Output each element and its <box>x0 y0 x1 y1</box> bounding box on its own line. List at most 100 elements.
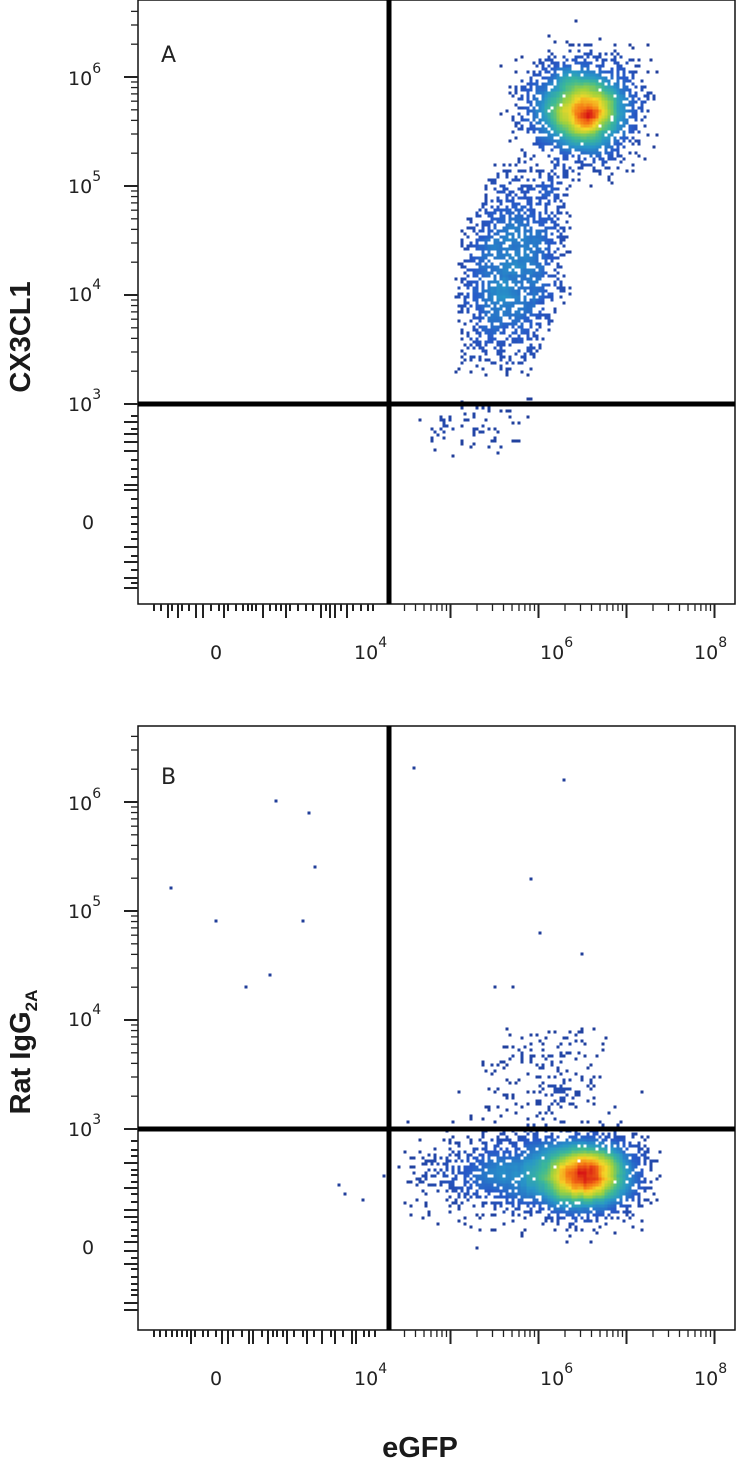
event-dot <box>604 139 608 143</box>
event-dot <box>637 1171 641 1175</box>
event-dot <box>547 193 551 197</box>
event-dot <box>592 142 596 146</box>
event-dot <box>538 142 542 146</box>
event-dot <box>547 1030 551 1034</box>
event-dot <box>499 331 503 335</box>
event-dot <box>526 184 530 188</box>
y-tick-label-exponent: 3 <box>92 1112 101 1128</box>
event-dot <box>466 274 470 278</box>
event-dot <box>616 1186 620 1190</box>
event-dot <box>550 1135 554 1139</box>
event-dot <box>478 268 482 272</box>
event-dot <box>424 1201 428 1205</box>
event-dot <box>568 97 572 101</box>
event-dot <box>550 1192 554 1196</box>
event-dot <box>457 1156 461 1160</box>
event-dot <box>511 1186 515 1190</box>
event-dot <box>469 1186 473 1190</box>
event-dot <box>613 115 617 119</box>
event-dot <box>517 1207 521 1211</box>
event-dot <box>574 19 578 23</box>
event-dot <box>556 1219 560 1223</box>
event-dot <box>550 121 554 125</box>
event-dot <box>604 1180 608 1184</box>
event-dot <box>517 1171 521 1175</box>
event-dot <box>610 1147 614 1151</box>
event-dot <box>457 1165 461 1169</box>
event-dot <box>520 1177 524 1181</box>
event-dot <box>538 232 542 236</box>
event-dot <box>544 196 548 200</box>
event-dot <box>505 265 509 269</box>
event-dot <box>571 58 575 62</box>
event-dot <box>535 289 539 293</box>
event-dot <box>529 1042 533 1046</box>
event-dot <box>493 1207 497 1211</box>
event-dot <box>541 1063 545 1067</box>
event-dot <box>568 127 572 131</box>
event-dot <box>571 91 575 95</box>
event-dot <box>553 283 557 287</box>
event-dot <box>550 217 554 221</box>
event-dot <box>505 211 509 215</box>
event-dot <box>505 247 509 251</box>
event-dot <box>508 1150 512 1154</box>
event-dot <box>544 112 548 116</box>
event-dot <box>523 304 527 308</box>
event-dot <box>565 1144 569 1148</box>
event-dot <box>628 1210 632 1214</box>
event-dot <box>541 1192 545 1196</box>
event-dot <box>553 1201 557 1205</box>
event-dot <box>544 208 548 212</box>
event-dot <box>544 1111 548 1115</box>
event-dot <box>559 127 563 131</box>
event-dot <box>655 133 659 137</box>
event-dot <box>412 766 416 770</box>
event-dot <box>553 1144 557 1148</box>
event-dot <box>634 127 638 131</box>
event-dot <box>463 247 467 251</box>
event-dot <box>535 259 539 263</box>
event-dot <box>505 289 509 293</box>
event-dot <box>487 1183 491 1187</box>
event-dot <box>532 1144 536 1148</box>
event-dot <box>613 124 617 128</box>
event-dot <box>619 1171 623 1175</box>
event-dot <box>604 1222 608 1226</box>
event-dot <box>622 97 626 101</box>
event-dot <box>577 1153 581 1157</box>
event-dot <box>559 1060 563 1064</box>
event-dot <box>484 352 488 356</box>
event-dot <box>511 1054 515 1058</box>
event-dot <box>604 1153 608 1157</box>
event-dot <box>496 1087 500 1091</box>
event-dot <box>526 112 530 116</box>
event-dot <box>484 274 488 278</box>
y-tick-label-base: 10 <box>68 284 92 306</box>
event-dot <box>556 94 560 98</box>
event-dot <box>580 1192 584 1196</box>
event-dot <box>448 1183 452 1187</box>
event-dot <box>526 319 530 323</box>
event-dot <box>541 1198 545 1202</box>
event-dot <box>655 1177 659 1181</box>
event-dot <box>550 1111 554 1115</box>
event-dot <box>526 334 530 338</box>
event-dot <box>574 1039 578 1043</box>
event-dot <box>592 1168 596 1172</box>
event-dot <box>601 1153 605 1157</box>
event-dot <box>526 1201 530 1205</box>
event-dot <box>535 262 539 266</box>
event-dot <box>607 1177 611 1181</box>
event-dot <box>625 1210 629 1214</box>
event-dot <box>577 88 581 92</box>
event-dot <box>517 1180 521 1184</box>
event-dot <box>559 1216 563 1220</box>
event-dot <box>502 1138 506 1142</box>
event-dot <box>499 298 503 302</box>
event-dot <box>514 319 518 323</box>
event-dot <box>430 427 434 431</box>
event-dot <box>343 1192 347 1196</box>
event-dot <box>463 277 467 281</box>
event-dot <box>478 259 482 263</box>
